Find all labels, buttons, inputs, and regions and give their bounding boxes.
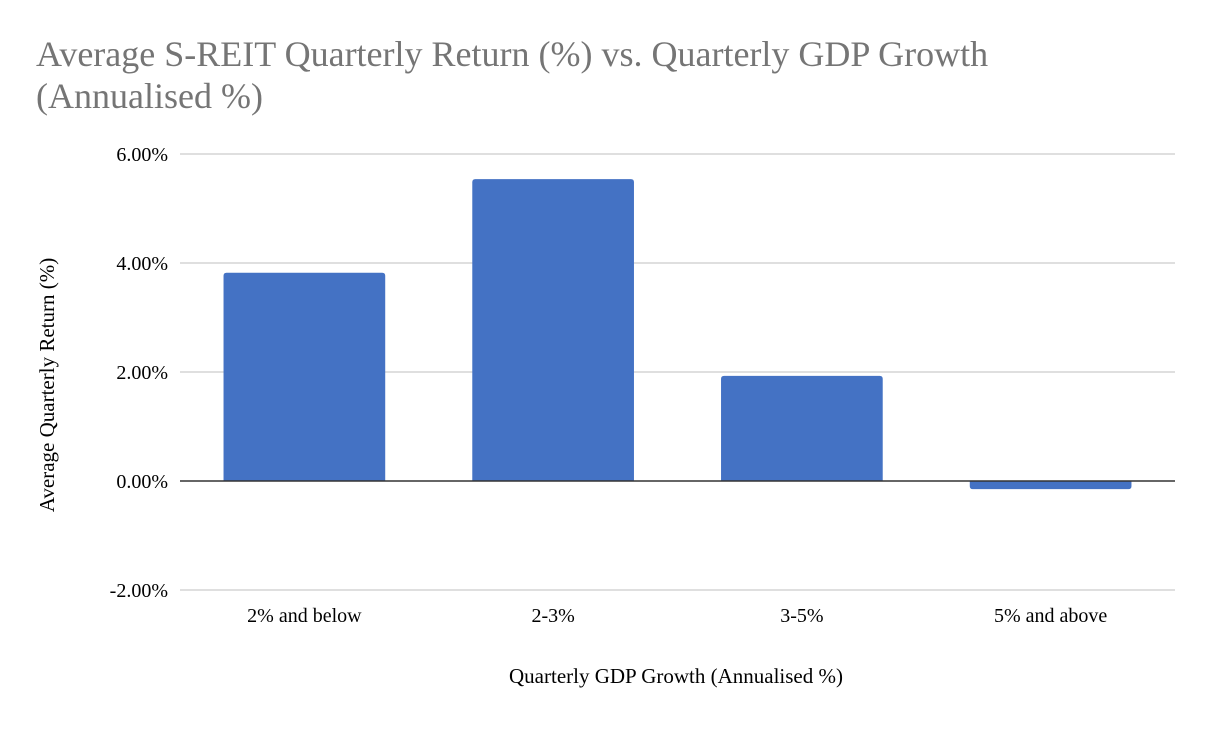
chart-title-line-1: Average S-REIT Quarterly Return (%) vs. … <box>36 34 988 74</box>
x-tick-label: 2-3% <box>531 605 574 627</box>
x-tick-label: 5% and above <box>994 605 1107 627</box>
bar <box>223 272 386 481</box>
x-tick-labels: 2% and below 2-3% 3-5% 5% and above <box>247 605 1107 627</box>
y-tick-label: -2.00% <box>110 580 168 602</box>
y-tick-label: 6.00% <box>116 144 168 166</box>
x-tick-label: 3-5% <box>780 605 823 627</box>
y-tick-label: 4.00% <box>116 253 168 275</box>
x-tick-label: 2% and below <box>247 605 362 627</box>
y-tick-labels: 6.00% 4.00% 2.00% 0.00% -2.00% <box>110 144 168 602</box>
bar <box>721 375 883 481</box>
bar <box>969 481 1132 490</box>
y-tick-label: 0.00% <box>116 471 168 493</box>
x-axis-title: Quarterly GDP Growth (Annualised %) <box>509 664 843 688</box>
chart-title-line-2: (Annualised %) <box>36 76 263 116</box>
bar <box>472 179 634 481</box>
y-tick-label: 2.00% <box>116 362 168 384</box>
bars <box>223 179 1132 490</box>
y-axis-title: Average Quarterly Return (%) <box>35 258 59 512</box>
